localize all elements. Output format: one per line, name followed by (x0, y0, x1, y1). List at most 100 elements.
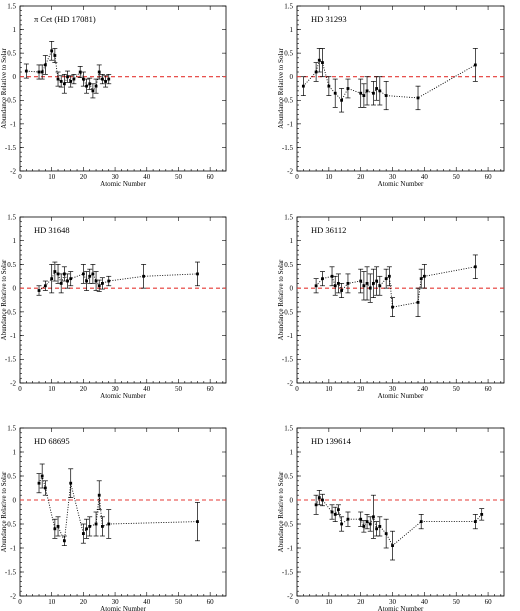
x-tick-label: 60 (207, 385, 215, 393)
x-tick-label: 40 (421, 173, 429, 181)
abundance-point (66, 279, 69, 283)
chart-panel-3: 0 10 20 30 40 50 60 -2 -1.5 -1 -0.5 0 0.5 1 1.5 Atomic … (0, 213, 227, 400)
y-tick-label: -1.5 (5, 356, 17, 364)
y-tick-label: -0.5 (282, 97, 294, 105)
abundance-point (24, 69, 28, 73)
abundance-point (81, 532, 85, 535)
y-axis-label: Abundance Relative to Solar (277, 471, 285, 552)
panel-title: π Cet (HD 17081) (34, 14, 96, 24)
x-tick-label: 40 (143, 385, 151, 393)
y-tick-label: -1.5 (5, 144, 17, 152)
abundance-point (372, 282, 375, 285)
abundance-point (85, 527, 88, 531)
y-axis-label: Abundance Relative to Solar (0, 47, 8, 128)
abundance-point (62, 82, 66, 86)
x-tick-label: 20 (357, 173, 365, 181)
x-tick-label: 30 (389, 598, 397, 606)
abundance-point (333, 91, 337, 95)
abundance-point (365, 282, 369, 285)
abundance-point (378, 525, 382, 528)
y-axis-label: Abundance Relative to Solar (277, 259, 285, 340)
abundance-point (321, 61, 324, 64)
abundance-point (333, 284, 337, 288)
y-tick-label: 1.5 (284, 2, 293, 10)
abundance-point (330, 274, 334, 278)
x-tick-label: 30 (112, 598, 120, 606)
y-tick-label: -1 (287, 544, 293, 552)
y-tick-label: -0.5 (282, 520, 294, 528)
abundance-point (81, 272, 85, 276)
x-tick-label: 40 (143, 598, 151, 606)
y-tick-label: 1.5 (7, 213, 16, 221)
y-tick-label: 0 (290, 496, 294, 504)
plot-frame (296, 427, 505, 597)
y-tick-label: 0.5 (7, 50, 16, 58)
abundance-point (419, 277, 423, 281)
x-tick-label: 60 (485, 598, 493, 606)
plot-frame (19, 216, 227, 384)
y-tick-label: -1 (10, 544, 16, 552)
abundance-point (384, 277, 388, 281)
abundance-point (78, 70, 82, 74)
y-tick-label: 0 (290, 73, 294, 81)
x-tick-label: 60 (485, 173, 493, 181)
abundance-point (91, 272, 95, 276)
abundance-point (365, 520, 369, 523)
chart-panel-5: 0 10 20 30 40 50 60 -2 -1.5 -1 -0.5 0 0.5 1 1.5 Atomic … (0, 424, 227, 611)
y-tick-label: -2 (287, 379, 293, 387)
x-axis-label: Atomic Number (100, 392, 146, 400)
x-tick-label: 20 (357, 598, 365, 606)
plot-frame (296, 216, 505, 384)
y-tick-label: 0 (13, 496, 17, 504)
abundance-point (40, 70, 44, 74)
abundance-point (53, 54, 57, 57)
y-tick-label: -1.5 (282, 356, 294, 364)
abundance-point (43, 486, 47, 490)
abundance-series-line (315, 496, 483, 547)
x-tick-label: 0 (18, 385, 22, 393)
abundance-point (101, 525, 104, 528)
abundance-point (69, 80, 73, 83)
abundance-point (321, 498, 324, 502)
y-tick-label: 1 (13, 237, 17, 245)
abundance-point (43, 63, 47, 67)
abundance-point (59, 282, 63, 285)
abundance-point (69, 481, 73, 485)
x-tick-label: 40 (421, 385, 429, 393)
chart-panel-6: 0 10 20 30 40 50 60 -2 -1.5 -1 -0.5 0 0.5 1 1.5 Atomic … (277, 424, 505, 611)
abundance-point (378, 284, 382, 288)
x-tick-label: 40 (421, 598, 429, 606)
abundance-series-line (38, 474, 198, 543)
y-tick-label: 1 (290, 26, 294, 34)
abundance-point (362, 94, 366, 97)
abundance-point (56, 525, 60, 528)
y-tick-label: 1 (13, 448, 17, 456)
x-axis-label: Atomic Number (100, 605, 146, 611)
abundance-point (142, 274, 145, 278)
abundance-point (346, 282, 350, 285)
y-tick-label: 0.5 (284, 50, 293, 58)
abundance-point (196, 272, 199, 276)
y-tick-label: 0.5 (7, 261, 16, 269)
abundance-point (66, 75, 69, 79)
abundance-point (40, 474, 44, 478)
abundance-point (314, 503, 318, 507)
plot-frame (19, 427, 227, 597)
y-tick-label: 0.5 (7, 472, 16, 480)
chart-panel-4: 0 10 20 30 40 50 60 -2 -1.5 -1 -0.5 0 0.5 1 1.5 Atomic … (277, 213, 505, 400)
y-tick-label: -2 (10, 379, 16, 387)
abundance-point (372, 515, 375, 519)
y-tick-label: 1 (13, 26, 17, 34)
abundance-point (97, 493, 101, 497)
abundance-point (317, 496, 321, 499)
panel-title: HD 139614 (311, 436, 352, 446)
abundance-point (50, 49, 54, 53)
abundance-point (91, 89, 95, 93)
abundance-point (314, 70, 318, 74)
abundance-point (97, 284, 101, 288)
abundance-point (107, 279, 111, 283)
y-tick-label: -1.5 (282, 144, 294, 152)
abundance-point (333, 513, 337, 516)
abundance-point (346, 517, 350, 521)
